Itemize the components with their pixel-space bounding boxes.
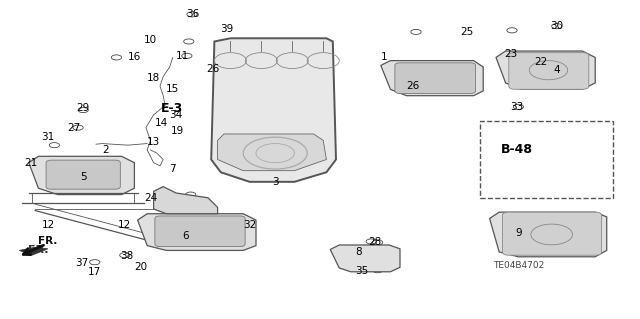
Text: 34: 34 [170, 110, 182, 120]
Text: 23: 23 [504, 49, 517, 59]
Text: 32: 32 [243, 220, 256, 230]
Text: 36: 36 [187, 9, 200, 19]
Text: 1: 1 [381, 52, 387, 63]
FancyBboxPatch shape [502, 212, 602, 255]
Text: 24: 24 [144, 193, 157, 203]
Polygon shape [330, 245, 400, 272]
FancyBboxPatch shape [46, 160, 120, 189]
Text: 21: 21 [24, 158, 37, 168]
Text: 20: 20 [134, 262, 147, 272]
Text: 37: 37 [76, 258, 88, 268]
Text: 14: 14 [156, 118, 168, 128]
Text: 7: 7 [170, 164, 176, 174]
Text: 29: 29 [77, 103, 90, 114]
Text: 22: 22 [534, 57, 547, 67]
Text: 11: 11 [176, 51, 189, 61]
Text: 26: 26 [207, 63, 220, 74]
Text: 9: 9 [515, 228, 522, 238]
Text: 30: 30 [550, 20, 563, 31]
Text: 38: 38 [120, 251, 133, 261]
Text: 8: 8 [355, 247, 362, 257]
Text: TE04B4702: TE04B4702 [493, 261, 544, 270]
Text: 10: 10 [144, 35, 157, 45]
Polygon shape [154, 187, 218, 214]
Text: 16: 16 [128, 52, 141, 63]
FancyBboxPatch shape [155, 216, 245, 247]
Polygon shape [381, 61, 483, 96]
Text: 17: 17 [88, 267, 101, 277]
Polygon shape [218, 134, 326, 171]
Text: FR.: FR. [28, 245, 49, 256]
Text: 28: 28 [368, 237, 381, 248]
Text: 2: 2 [102, 145, 109, 155]
Text: 12: 12 [118, 220, 131, 230]
Text: 31: 31 [42, 132, 54, 142]
Text: FR.: FR. [38, 236, 58, 246]
Text: 5: 5 [80, 172, 86, 182]
Text: 26: 26 [406, 81, 419, 91]
Polygon shape [138, 214, 256, 250]
Text: B-48: B-48 [501, 144, 533, 156]
Text: 4: 4 [554, 65, 560, 75]
Text: 15: 15 [166, 84, 179, 94]
Text: 3: 3 [272, 177, 278, 187]
Polygon shape [19, 247, 48, 255]
Text: 35: 35 [355, 265, 368, 276]
Polygon shape [29, 156, 134, 195]
Text: 19: 19 [172, 126, 184, 136]
Text: 25: 25 [461, 27, 474, 37]
FancyBboxPatch shape [395, 63, 476, 93]
Polygon shape [496, 51, 595, 89]
Text: 33: 33 [511, 102, 524, 112]
Text: 27: 27 [67, 122, 80, 133]
Bar [480, 121, 613, 198]
Text: E-3: E-3 [161, 102, 182, 115]
FancyBboxPatch shape [509, 53, 589, 89]
Polygon shape [211, 38, 336, 182]
Polygon shape [490, 212, 607, 257]
Text: 6: 6 [182, 231, 189, 241]
Text: 18: 18 [147, 73, 160, 83]
Text: 39: 39 [221, 24, 234, 34]
Text: 13: 13 [147, 137, 160, 147]
Text: 12: 12 [42, 220, 54, 230]
